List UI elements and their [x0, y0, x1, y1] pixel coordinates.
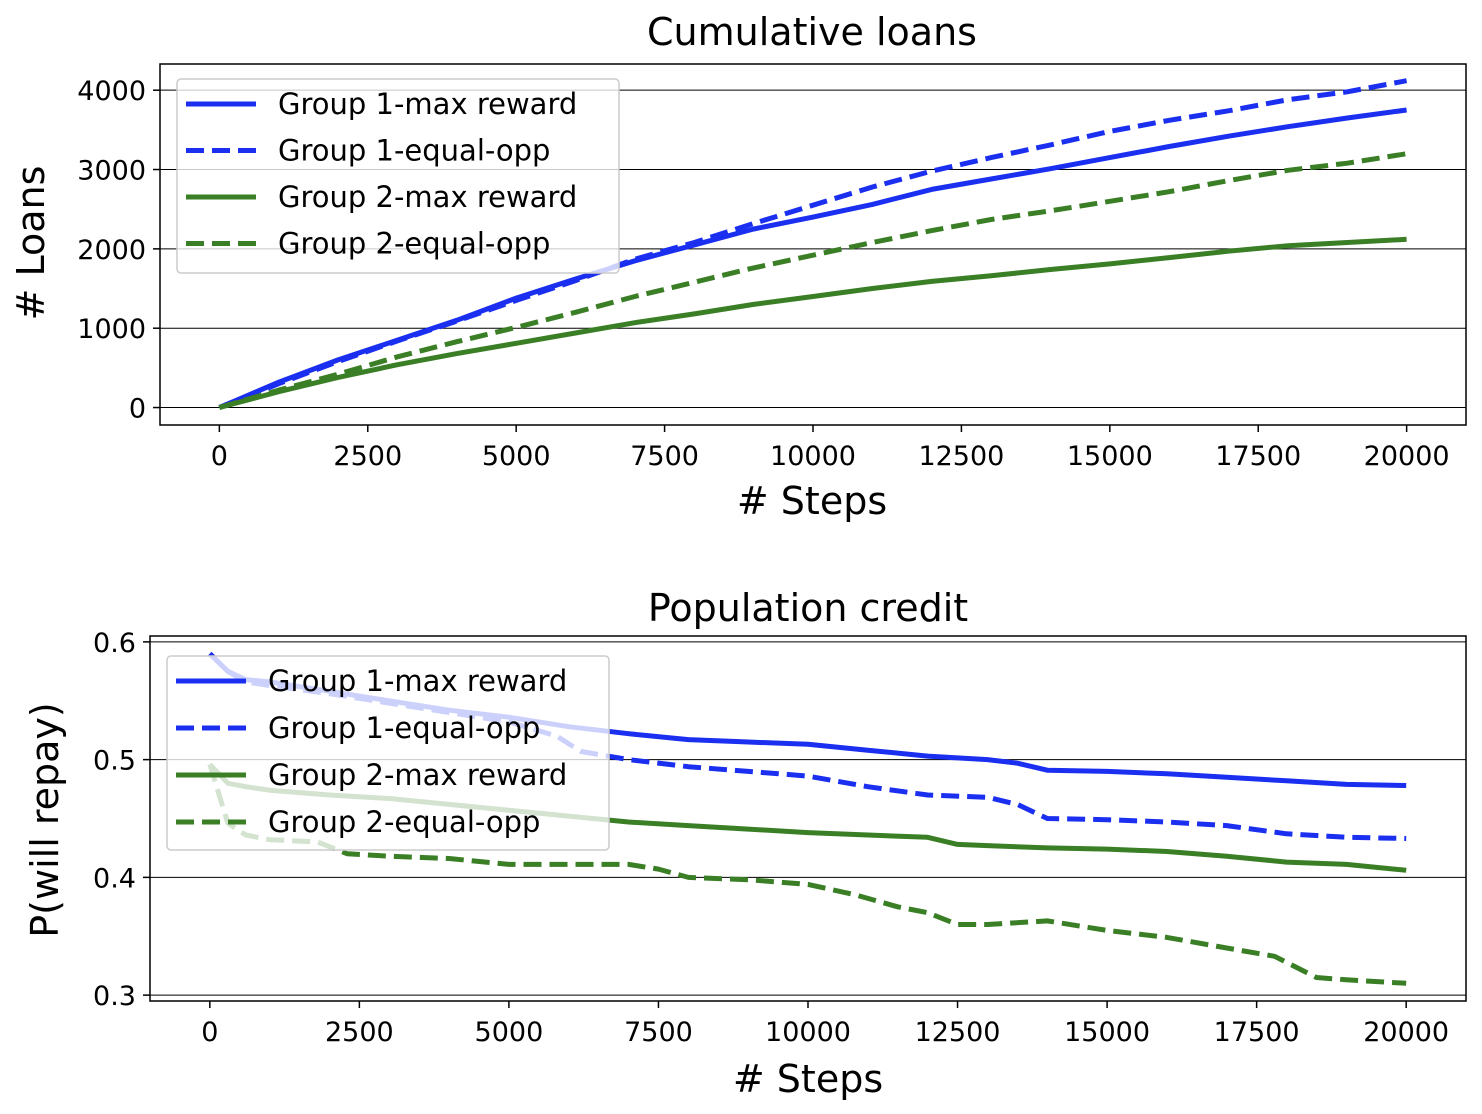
x-tick-label: 15000 — [1067, 441, 1153, 472]
x-tick-label: 12500 — [918, 441, 1004, 472]
chart-title: Population credit — [648, 586, 968, 630]
legend-label: Group 1-max reward — [278, 87, 577, 121]
x-axis-label: # Steps — [733, 1057, 883, 1101]
x-axis-label: # Steps — [737, 479, 887, 523]
x-tick-label: 20000 — [1364, 441, 1450, 472]
legend-box — [176, 78, 620, 274]
plot-area: 0 2500 5000 7500 10000 12500 15000 17500 20000 0 1… — [77, 63, 1467, 472]
x-tick-label: 5000 — [482, 441, 551, 472]
legend-label: Group 2-equal-opp — [268, 805, 540, 839]
population-credit-chart: Population credit 0 2500 5000 7500 10000 1250… — [23, 586, 1467, 1101]
x-tick-label: 12500 — [915, 1017, 1001, 1048]
y-tick-label: 0.3 — [93, 981, 136, 1012]
cumulative-loans-chart: Cumulative loans 0 2500 5000 7500 10000 12500… — [9, 10, 1467, 523]
x-tick-label: 2500 — [325, 1017, 394, 1048]
y-axis-label: P(will repay) — [23, 702, 67, 937]
legend: Group 1-max reward Group 1-equal-opp Group… — [166, 655, 610, 851]
series-line-3 — [218, 236, 1407, 410]
plot-area: 0 2500 5000 7500 10000 12500 15000 17500 20000 0.… — [93, 628, 1467, 1048]
y-axis-label: # Loans — [9, 166, 53, 321]
x-tick-label: 0 — [211, 441, 228, 472]
x-tick-label: 10000 — [765, 1017, 851, 1048]
legend-box — [166, 655, 610, 851]
x-tick-label: 2500 — [333, 441, 402, 472]
legend-label: Group 2-max reward — [268, 758, 567, 792]
series-line-2 — [218, 78, 1408, 410]
x-tick-label: 7500 — [630, 441, 699, 472]
y-tick-label: 0.6 — [93, 628, 136, 659]
y-tick-label: 1000 — [77, 314, 146, 345]
legend-label: Group 1-equal-opp — [268, 711, 540, 745]
x-tick-label: 20000 — [1363, 1017, 1449, 1048]
y-tick-label: 0 — [129, 394, 146, 425]
x-tick-label: 17500 — [1215, 441, 1301, 472]
x-tick-label: 5000 — [475, 1017, 544, 1048]
y-tick-label: 4000 — [77, 76, 146, 107]
x-tick-label: 7500 — [624, 1017, 693, 1048]
legend-label: Group 2-max reward — [278, 180, 577, 214]
x-tick-label: 17500 — [1214, 1017, 1300, 1048]
x-tick-label: 0 — [201, 1017, 218, 1048]
legend-label: Group 1-max reward — [268, 664, 567, 698]
y-tick-label: 0.5 — [93, 746, 136, 777]
x-tick-label: 15000 — [1064, 1017, 1150, 1048]
x-tick-label: 10000 — [770, 441, 856, 472]
legend: Group 1-max reward Group 1-equal-opp Group… — [176, 78, 620, 274]
series-line-4 — [218, 151, 1407, 410]
legend-label: Group 1-equal-opp — [278, 134, 550, 168]
y-tick-label: 0.4 — [93, 863, 136, 894]
legend-label: Group 2-equal-opp — [278, 227, 550, 261]
chart-title: Cumulative loans — [647, 10, 977, 54]
y-tick-label: 3000 — [77, 156, 146, 187]
y-tick-label: 2000 — [77, 235, 146, 266]
